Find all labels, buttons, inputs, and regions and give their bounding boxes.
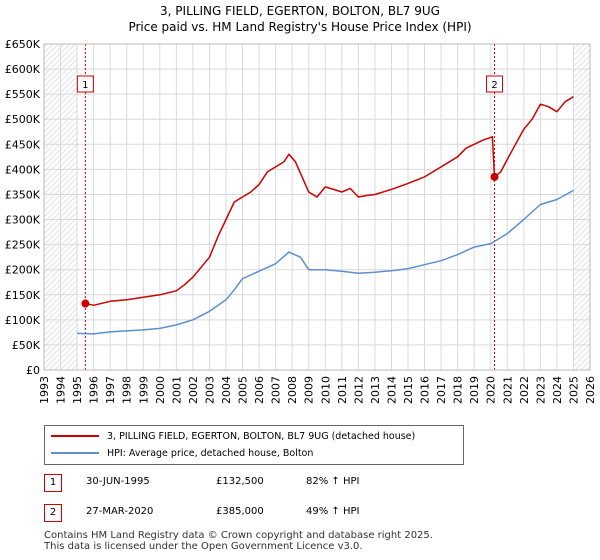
x-tick-label: 2017 bbox=[435, 376, 448, 404]
x-tick-label: 2021 bbox=[501, 376, 514, 404]
x-tick-label: 2013 bbox=[369, 376, 382, 404]
legend-item-hpi: HPI: Average price, detached house, Bolt… bbox=[51, 445, 313, 461]
x-tick-label: 2016 bbox=[419, 376, 432, 404]
x-tick-label: 2024 bbox=[551, 376, 564, 404]
x-tick-label: 1994 bbox=[55, 376, 68, 404]
x-tick-label: 2000 bbox=[154, 376, 167, 404]
sale-point-marker bbox=[81, 299, 90, 308]
x-tick-label: 2011 bbox=[336, 376, 349, 404]
x-tick-label: 2012 bbox=[352, 376, 365, 404]
shaded-range bbox=[573, 44, 590, 370]
y-tick-label: £250K bbox=[5, 239, 41, 252]
transaction-date: 30-JUN-1995 bbox=[86, 476, 150, 487]
transaction-price: £132,500 bbox=[216, 476, 264, 487]
y-tick-label: £550K bbox=[5, 88, 41, 101]
transaction-badge: 2 bbox=[44, 504, 62, 522]
y-tick-label: £50K bbox=[12, 339, 41, 352]
transaction-row: 2 27-MAR-2020 £385,000 49% ↑ HPI bbox=[44, 504, 564, 524]
price-paid-line bbox=[85, 96, 574, 307]
y-tick-label: £350K bbox=[5, 188, 41, 201]
x-tick-label: 2019 bbox=[468, 376, 481, 404]
footer-copyright: Contains HM Land Registry data © Crown c… bbox=[44, 530, 433, 541]
chart-subtitle: Price paid vs. HM Land Registry's House … bbox=[128, 20, 472, 34]
x-tick-label: 1998 bbox=[121, 376, 134, 404]
x-tick-label: 2010 bbox=[319, 376, 332, 404]
transaction-row: 1 30-JUN-1995 £132,500 82% ↑ HPI bbox=[44, 474, 564, 494]
y-tick-label: £300K bbox=[5, 214, 41, 227]
x-tick-label: 2015 bbox=[402, 376, 415, 404]
x-tick-label: 2006 bbox=[253, 376, 266, 404]
transaction-hpi: 49% ↑ HPI bbox=[306, 506, 360, 517]
x-tick-label: 1997 bbox=[104, 376, 117, 404]
x-tick-label: 1999 bbox=[137, 376, 150, 404]
x-tick-label: 2001 bbox=[170, 376, 183, 404]
y-tick-label: £100K bbox=[5, 314, 41, 327]
price-chart: £0 £50K £100K £150K £200K £250K £300K £350K £400… bbox=[5, 38, 597, 404]
annotation-badge bbox=[76, 75, 94, 93]
transaction-date: 27-MAR-2020 bbox=[86, 506, 154, 517]
x-tick-label: 2023 bbox=[534, 376, 547, 404]
y-tick-label: £450K bbox=[5, 138, 41, 151]
annotation-label: 1 bbox=[82, 80, 88, 91]
legend-item-property: 3, PILLING FIELD, EGERTON, BOLTON, BL7 9… bbox=[51, 428, 415, 444]
x-tick-label: 2008 bbox=[286, 376, 299, 404]
x-tick-label: 2022 bbox=[518, 376, 531, 404]
x-tick-label: 2004 bbox=[220, 376, 233, 404]
x-tick-label: 2020 bbox=[485, 376, 498, 404]
y-tick-label: £150K bbox=[5, 289, 41, 302]
x-tick-label: 2003 bbox=[203, 376, 216, 404]
legend-label-hpi: HPI: Average price, detached house, Bolt… bbox=[107, 447, 314, 459]
y-tick-label: £500K bbox=[5, 113, 41, 126]
footer: Contains HM Land Registry data © Crown c… bbox=[44, 530, 433, 552]
transaction-price: £385,000 bbox=[216, 506, 264, 517]
plot-area bbox=[44, 44, 590, 370]
y-tick-label: £0 bbox=[26, 364, 40, 377]
x-tick-label: 2005 bbox=[237, 376, 250, 404]
x-tick-label: 2014 bbox=[385, 376, 398, 404]
footer-licence: This data is licensed under the Open Gov… bbox=[44, 541, 363, 552]
y-tick-label: £200K bbox=[5, 264, 41, 277]
x-tick-label: 2002 bbox=[187, 376, 200, 404]
x-tick-label: 2018 bbox=[452, 376, 465, 404]
transaction-badge: 1 bbox=[44, 474, 62, 492]
legend-swatch-property bbox=[51, 435, 99, 437]
x-tick-label: 1996 bbox=[88, 376, 101, 404]
x-tick-label: 2009 bbox=[303, 376, 316, 404]
sale-point-marker bbox=[490, 172, 499, 181]
chart-title: 3, PILLING FIELD, EGERTON, BOLTON, BL7 9… bbox=[160, 4, 440, 18]
transaction-hpi: 82% ↑ HPI bbox=[306, 476, 360, 487]
y-tick-label: £650K bbox=[5, 38, 41, 51]
hpi-line bbox=[77, 189, 574, 335]
y-tick-label: £400K bbox=[5, 163, 41, 176]
legend-swatch-hpi bbox=[51, 452, 99, 454]
legend-label-property: 3, PILLING FIELD, EGERTON, BOLTON, BL7 9… bbox=[107, 430, 416, 442]
plot-border bbox=[43, 43, 591, 371]
legend: 3, PILLING FIELD, EGERTON, BOLTON, BL7 9… bbox=[44, 425, 464, 465]
x-tick-label: 2007 bbox=[270, 376, 283, 404]
annotation-label: 2 bbox=[491, 80, 497, 91]
y-tick-label: £600K bbox=[5, 63, 41, 76]
x-tick-label: 2025 bbox=[567, 376, 580, 404]
x-tick-label: 1993 bbox=[38, 376, 51, 404]
x-tick-label: 1995 bbox=[71, 376, 84, 404]
x-tick-label: 2026 bbox=[584, 376, 597, 404]
annotation-badge bbox=[486, 75, 504, 93]
